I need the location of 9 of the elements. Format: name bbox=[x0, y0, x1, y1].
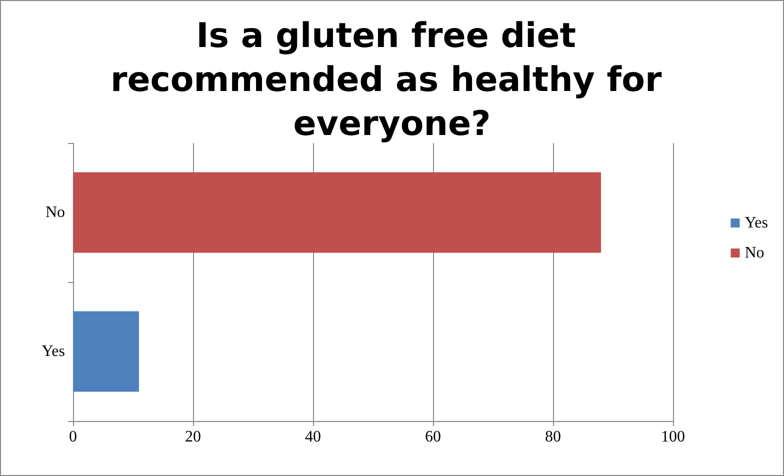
legend-label: No bbox=[744, 244, 764, 262]
x-tick-label: 20 bbox=[185, 428, 201, 446]
x-tick-label: 100 bbox=[661, 428, 685, 446]
legend-label: Yes bbox=[744, 214, 768, 232]
x-tick-label: 40 bbox=[305, 428, 321, 446]
chart-title: Is a gluten free diet recommended as healthy for everyone? bbox=[110, 16, 674, 144]
x-tick-label: 0 bbox=[69, 428, 77, 446]
x-tick-label: 60 bbox=[425, 428, 441, 446]
x-tick-label: 80 bbox=[545, 428, 561, 446]
